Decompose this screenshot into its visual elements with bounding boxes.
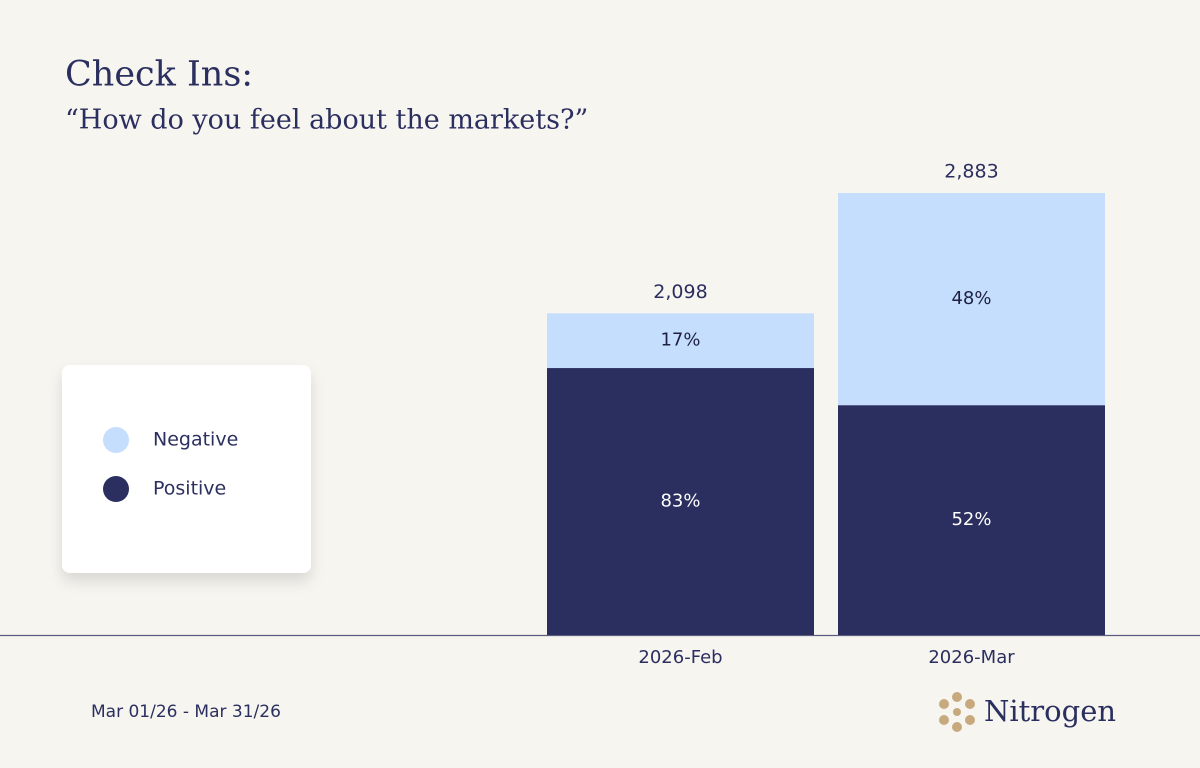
bar-segment bbox=[547, 368, 814, 635]
value-label: 17% bbox=[660, 330, 700, 351]
total-label: 2,098 bbox=[653, 281, 707, 303]
brand-name: Nitrogen bbox=[984, 694, 1116, 728]
x-tick-label: 2026-Mar bbox=[928, 647, 1015, 668]
bar-segment bbox=[547, 313, 814, 369]
total-label: 2,883 bbox=[944, 161, 998, 183]
chart-title: Check Ins: bbox=[65, 55, 253, 95]
date-range: Mar 01/26 - Mar 31/26 bbox=[91, 702, 281, 722]
value-label: 48% bbox=[951, 288, 991, 309]
value-label: 52% bbox=[951, 509, 991, 530]
legend-label: Positive bbox=[153, 478, 226, 500]
chart-subtitle: “How do you feel about the markets?” bbox=[65, 105, 588, 136]
legend-box bbox=[62, 365, 311, 573]
bar-segment bbox=[838, 193, 1105, 406]
brand-logo bbox=[939, 692, 975, 732]
legend-swatch bbox=[103, 476, 129, 502]
x-tick-label: 2026-Feb bbox=[638, 647, 722, 668]
value-label: 83% bbox=[660, 491, 700, 512]
bar-segment bbox=[838, 405, 1105, 635]
legend-label: Negative bbox=[153, 429, 238, 451]
legend-swatch bbox=[103, 427, 129, 453]
